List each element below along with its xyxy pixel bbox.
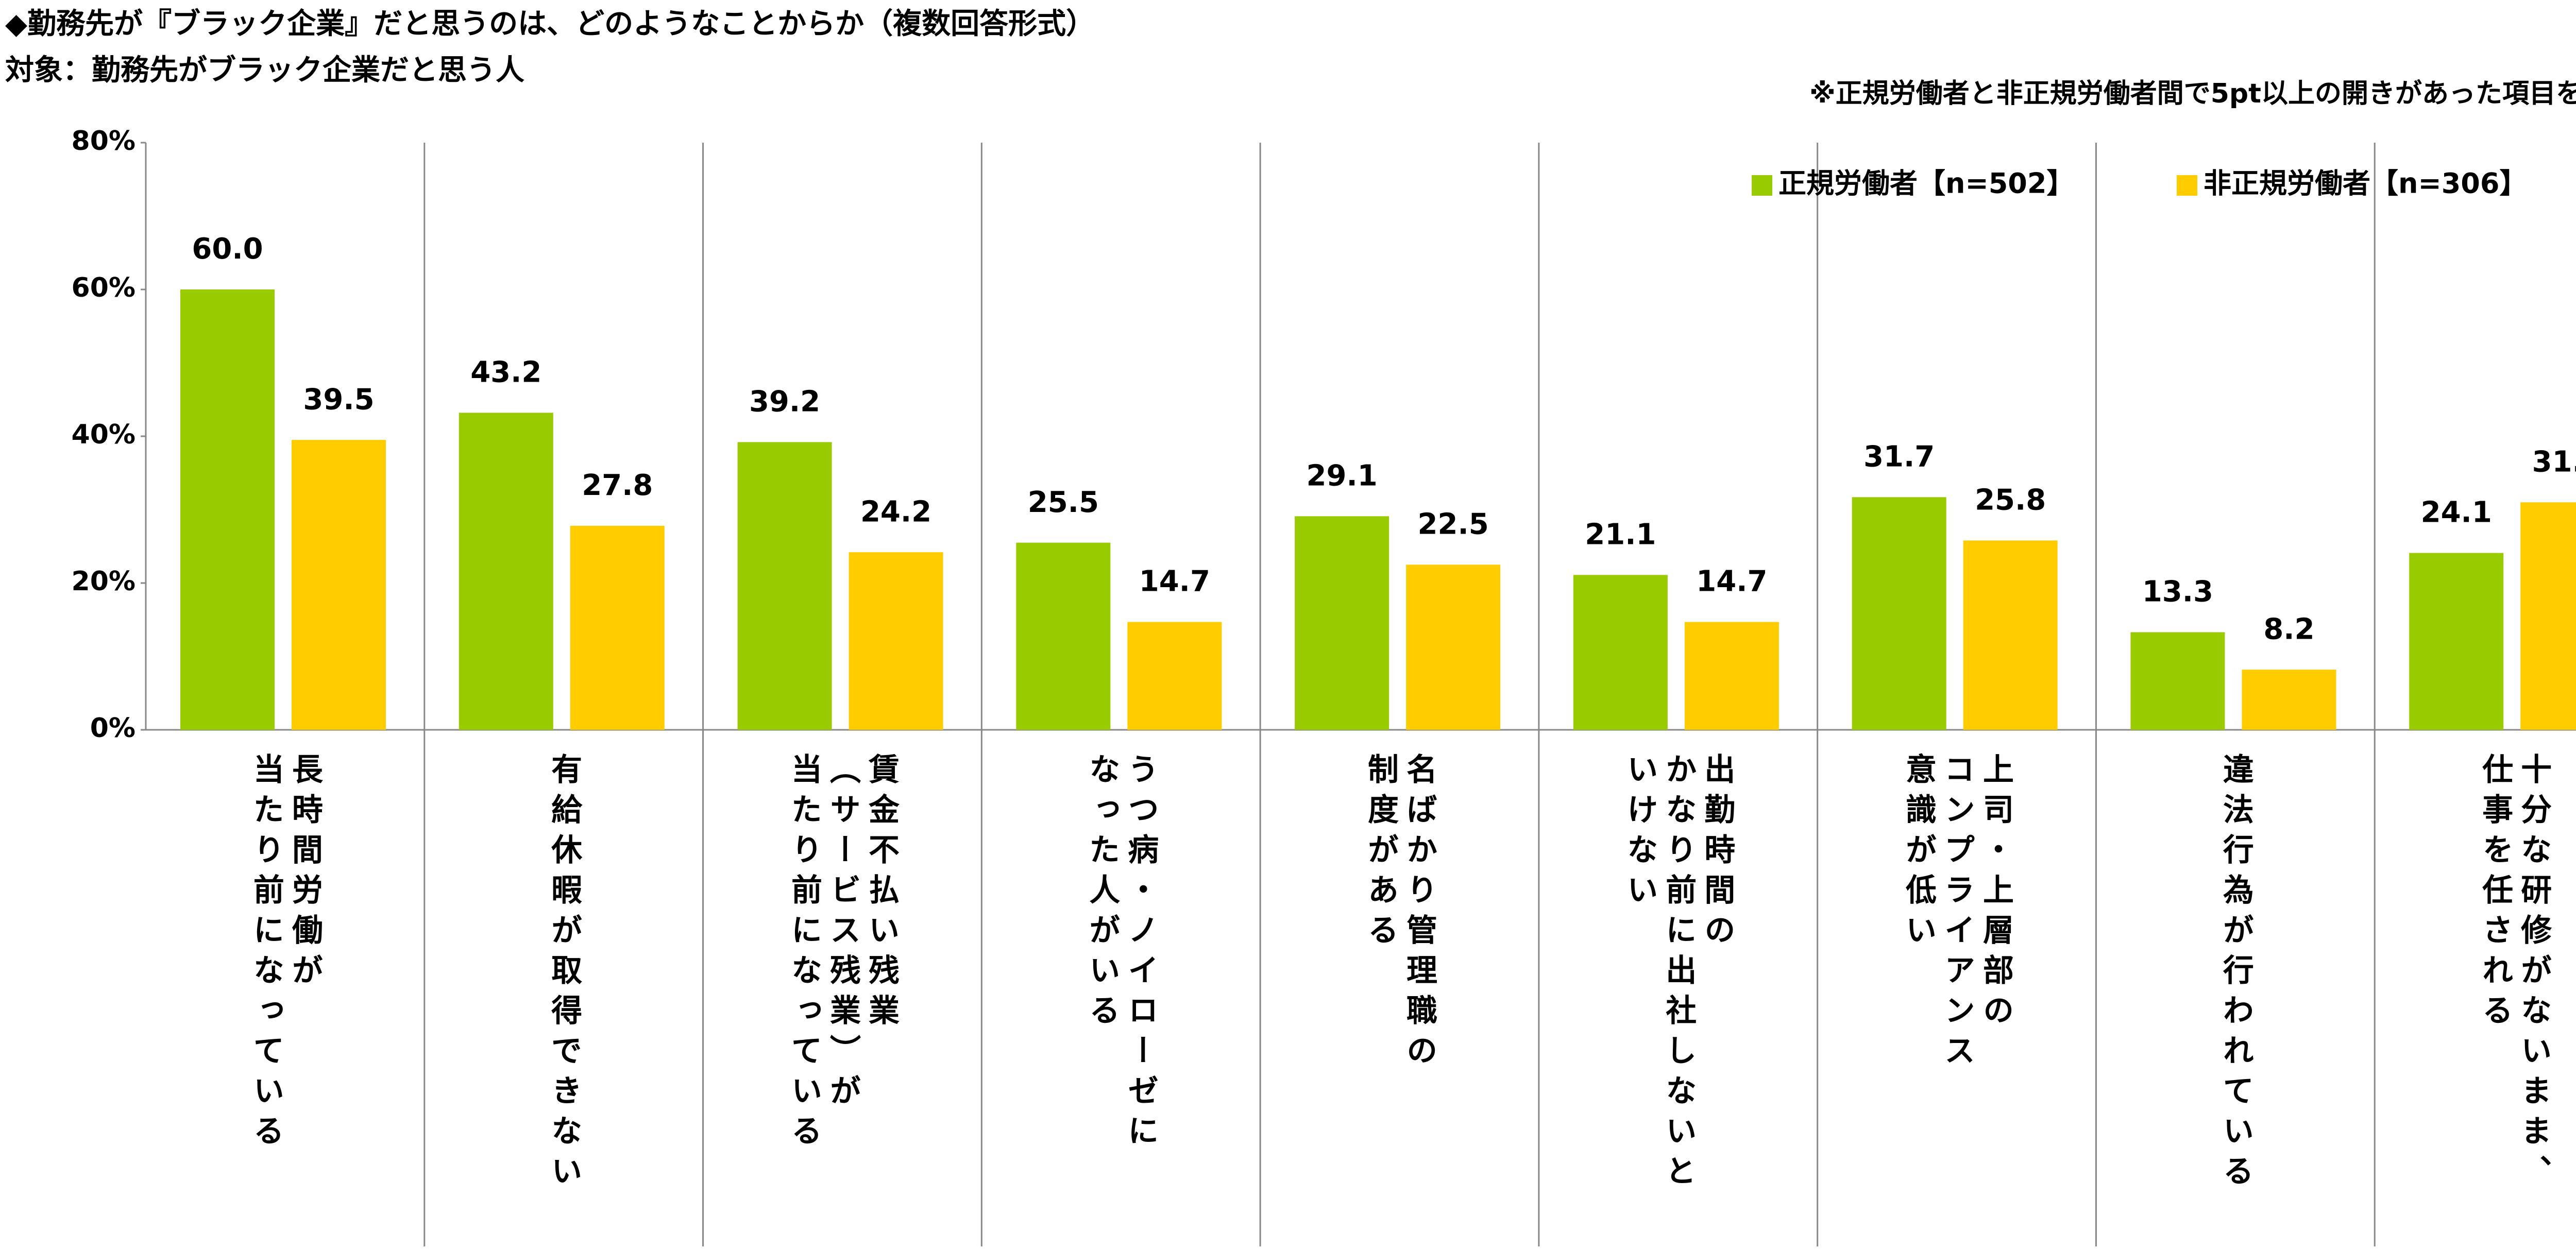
value-label: 22.5 <box>1418 508 1489 541</box>
bar <box>1127 622 1222 730</box>
bar <box>180 289 275 730</box>
annotation: ※正規労働者と非正規労働者間で5pt以上の開きがあった項目を抜粋 <box>1809 78 2576 109</box>
value-label: 39.2 <box>749 385 820 419</box>
y-tick-label: 0% <box>90 713 135 744</box>
bar <box>2130 632 2225 730</box>
bar <box>1406 564 1501 730</box>
bar <box>2409 553 2504 730</box>
value-label: 39.5 <box>303 383 374 416</box>
legend-label: 非正規労働者【n=306】 <box>2204 167 2527 200</box>
legend-label: 正規労働者【n=502】 <box>1778 167 2074 200</box>
value-label: 60.0 <box>192 232 263 266</box>
bar <box>570 525 665 730</box>
bar <box>737 442 832 730</box>
value-label: 24.2 <box>860 495 931 528</box>
x-tick-label: 名ばかり管理職の 制度がある <box>1362 753 1437 1074</box>
value-label: 29.1 <box>1307 459 1378 492</box>
value-label: 31.0 <box>2532 445 2576 478</box>
y-tick-label: 40% <box>72 419 135 450</box>
bar <box>292 440 386 730</box>
bar <box>1684 622 1779 730</box>
x-tick-label: 長時間労働が 当たり前になっている <box>248 753 323 1155</box>
legend-swatch <box>1752 175 1772 196</box>
value-label: 25.5 <box>1028 486 1099 519</box>
y-tick-label: 80% <box>72 126 135 157</box>
value-label: 8.2 <box>2263 612 2314 646</box>
bar <box>2242 670 2336 730</box>
value-label: 43.2 <box>470 356 541 389</box>
value-label: 14.7 <box>1696 565 1767 598</box>
bar <box>1295 516 1389 730</box>
x-tick-label: 賃金不払い残業 （サービス残業）が 当たり前になっている <box>786 753 900 1155</box>
bar <box>1852 497 1946 730</box>
bar <box>1573 575 1668 730</box>
bar <box>459 413 553 730</box>
value-label: 31.7 <box>1863 440 1935 473</box>
x-tick-label: 有給休暇が取得できない <box>546 753 582 1195</box>
value-label: 27.8 <box>582 469 653 502</box>
x-tick-label: 上司・上層部の コンプライアンス 意識が低い <box>1900 753 2014 1074</box>
x-tick-label: 出勤時間の かなり前に出社しないと いけない <box>1621 753 1735 1195</box>
value-label: 13.3 <box>2142 575 2213 609</box>
chart-subtitle: 対象：勤務先がブラック企業だと思う人 <box>5 54 524 87</box>
chart-title: ◆勤務先が『ブラック企業』だと思うのは、どのようなことからか（複数回答形式） <box>5 7 1095 41</box>
x-tick-label: うつ病・ノイローゼに なった人がいる <box>1083 753 1159 1155</box>
y-tick-label: 60% <box>72 272 135 303</box>
value-label: 24.1 <box>2421 496 2492 529</box>
bar <box>1016 542 1111 730</box>
value-label: 21.1 <box>1585 518 1656 551</box>
y-tick-label: 20% <box>72 566 135 597</box>
value-label: 25.8 <box>1975 483 2046 517</box>
x-tick-label: 違法行為が行われている <box>2217 753 2254 1195</box>
bar <box>1963 540 2058 730</box>
bar <box>849 552 943 730</box>
x-tick-label: 十分な研修がないまま、 仕事を任される <box>2477 753 2552 1195</box>
bar <box>2520 502 2576 730</box>
value-label: 14.7 <box>1139 565 1210 598</box>
legend-swatch <box>2177 175 2197 196</box>
